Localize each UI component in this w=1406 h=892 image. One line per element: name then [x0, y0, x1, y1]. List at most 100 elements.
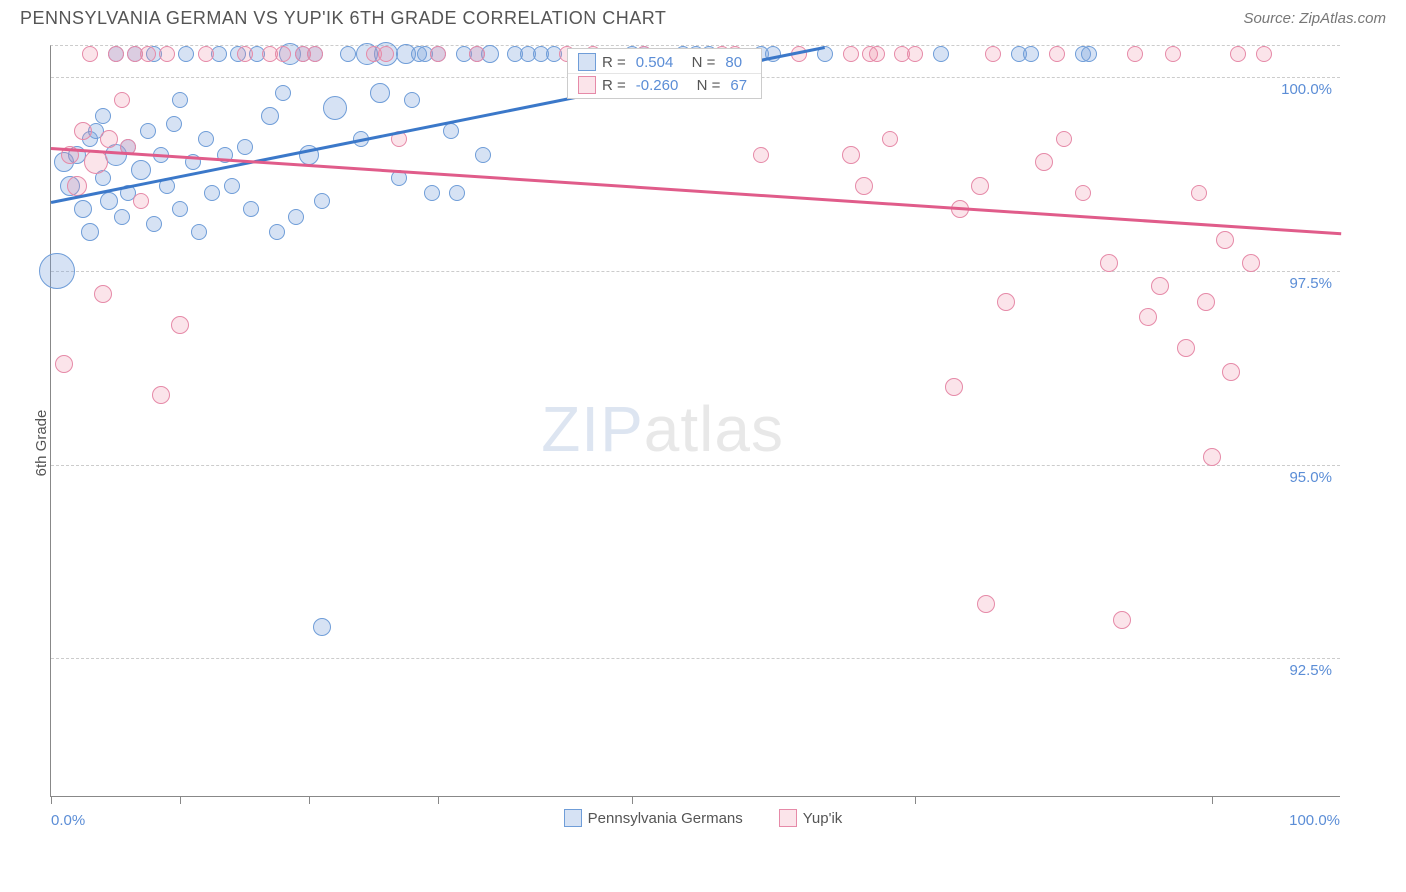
data-point [1230, 46, 1246, 62]
data-point [178, 46, 194, 62]
gridline [51, 271, 1340, 272]
legend-item-label: Pennsylvania Germans [588, 810, 743, 827]
data-point [370, 83, 390, 103]
data-point [1075, 185, 1091, 201]
data-point [81, 223, 99, 241]
data-point [166, 116, 182, 132]
data-point [171, 316, 189, 334]
chart-title: PENNSYLVANIA GERMAN VS YUP'IK 6TH GRADE … [20, 8, 666, 29]
legend-stats-row: R = 0.504 N = 80 [568, 51, 761, 73]
data-point [971, 177, 989, 195]
data-point [198, 131, 214, 147]
data-point [475, 147, 491, 163]
data-point [469, 46, 485, 62]
legend-swatch [564, 809, 582, 827]
data-point [74, 200, 92, 218]
data-point [131, 160, 151, 180]
chart-container: 6th Grade ZIPatlas 100.0% 97.5% 95.0% 92.5%… [0, 33, 1406, 853]
data-point [985, 46, 1001, 62]
data-point [1165, 46, 1181, 62]
data-point [100, 192, 118, 210]
data-point [95, 108, 111, 124]
data-point [1127, 46, 1143, 62]
scatter-plot: ZIPatlas 100.0%97.5%95.0%92.5%0.0%100.0%… [50, 45, 1340, 797]
x-tick [309, 796, 310, 804]
watermark-zip: ZIP [541, 393, 644, 465]
data-point [869, 46, 885, 62]
data-point [191, 224, 207, 240]
gridline [51, 465, 1340, 466]
legend-n-value: 67 [730, 77, 747, 94]
data-point [753, 147, 769, 163]
y-tick-label: 92.5% [1289, 662, 1332, 679]
legend-r-value: -0.260 [636, 77, 679, 94]
data-point [1256, 46, 1272, 62]
data-point [1035, 153, 1053, 171]
data-point [1113, 611, 1131, 629]
data-point [424, 185, 440, 201]
data-point [1197, 293, 1215, 311]
x-tick [915, 796, 916, 804]
watermark: ZIPatlas [541, 392, 784, 466]
data-point [172, 201, 188, 217]
data-point [1049, 46, 1065, 62]
y-tick-label: 100.0% [1281, 81, 1332, 98]
data-point [430, 46, 446, 62]
data-point [1177, 339, 1195, 357]
x-tick [51, 796, 52, 804]
data-point [378, 46, 394, 62]
legend-swatch [779, 809, 797, 827]
data-point [100, 130, 118, 148]
data-point [933, 46, 949, 62]
data-point [275, 46, 291, 62]
data-point [907, 46, 923, 62]
legend-swatch [578, 76, 596, 94]
y-axis-label: 6th Grade [33, 410, 50, 477]
legend-n-label: N = [688, 77, 720, 94]
legend-item: Pennsylvania Germans [564, 809, 743, 827]
data-point [94, 285, 112, 303]
legend-r-value: 0.504 [636, 54, 674, 71]
data-point [152, 386, 170, 404]
data-point [323, 96, 347, 120]
data-point [261, 107, 279, 125]
data-point [204, 185, 220, 201]
title-bar: PENNSYLVANIA GERMAN VS YUP'IK 6TH GRADE … [0, 0, 1406, 33]
legend-n-value: 80 [725, 54, 742, 71]
data-point [843, 46, 859, 62]
data-point [275, 85, 291, 101]
data-point [114, 92, 130, 108]
data-point [140, 123, 156, 139]
data-point [1023, 46, 1039, 62]
data-point [146, 216, 162, 232]
data-point [108, 46, 124, 62]
legend-r-label: R = [602, 54, 626, 71]
y-tick-label: 95.0% [1289, 469, 1332, 486]
data-point [404, 92, 420, 108]
data-point [133, 193, 149, 209]
legend-r-label: R = [602, 77, 626, 94]
data-point [82, 46, 98, 62]
data-point [882, 131, 898, 147]
legend-n-label: N = [683, 54, 715, 71]
data-point [945, 378, 963, 396]
source-label: Source: ZipAtlas.com [1243, 10, 1386, 27]
y-tick-label: 97.5% [1289, 275, 1332, 292]
x-tick [1212, 796, 1213, 804]
data-point [39, 253, 75, 289]
data-point [237, 46, 253, 62]
legend-stats-row: R = -0.260 N = 67 [568, 73, 761, 96]
data-point [269, 224, 285, 240]
data-point [340, 46, 356, 62]
legend-stats: R = 0.504 N = 80 R = -0.260 N = 67 [567, 48, 762, 99]
data-point [1242, 254, 1260, 272]
trend-line [51, 147, 1341, 235]
data-point [84, 150, 108, 174]
data-point [159, 46, 175, 62]
data-point [449, 185, 465, 201]
x-tick [180, 796, 181, 804]
data-point [1139, 308, 1157, 326]
data-point [1203, 448, 1221, 466]
data-point [1216, 231, 1234, 249]
data-point [55, 355, 73, 373]
